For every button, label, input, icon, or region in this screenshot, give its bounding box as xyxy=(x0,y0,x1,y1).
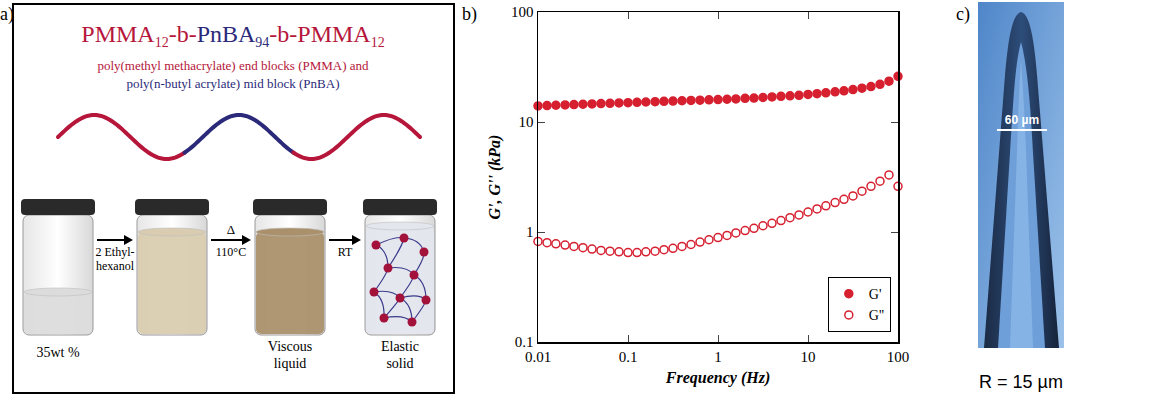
svg-text:100: 100 xyxy=(887,349,910,365)
svg-text:0.1: 0.1 xyxy=(619,349,638,365)
svg-text:35wt %: 35wt % xyxy=(36,345,80,360)
svg-text:G': G' xyxy=(869,287,882,302)
svg-text:RT: RT xyxy=(338,245,353,259)
svg-text:poly(n-butyl acrylate) mid blo: poly(n-butyl acrylate) mid block (PnBA) xyxy=(126,76,339,91)
svg-text:R = 15 µm: R = 15 µm xyxy=(979,372,1063,392)
svg-text:0.01: 0.01 xyxy=(525,349,551,365)
svg-text:Frequency (Hz): Frequency (Hz) xyxy=(665,369,770,387)
svg-text:solid: solid xyxy=(386,356,413,371)
svg-text:c): c) xyxy=(956,4,970,25)
svg-text:a): a) xyxy=(0,4,14,25)
svg-text:b): b) xyxy=(462,4,477,25)
svg-text:1: 1 xyxy=(714,349,722,365)
svg-text:110°C: 110°C xyxy=(216,245,246,259)
svg-text:1: 1 xyxy=(526,224,534,240)
svg-text:liquid: liquid xyxy=(274,356,307,371)
svg-text:Elastic: Elastic xyxy=(381,339,419,354)
svg-text:0.1: 0.1 xyxy=(515,334,534,350)
svg-text:G', G'' (kPa): G', G'' (kPa) xyxy=(486,135,504,220)
svg-text:hexanol: hexanol xyxy=(96,259,135,273)
svg-text:60 µm: 60 µm xyxy=(1005,113,1039,127)
svg-text:10: 10 xyxy=(519,114,534,130)
svg-text:Δ: Δ xyxy=(227,222,235,237)
svg-text:100: 100 xyxy=(511,4,534,20)
svg-text:2 Ethyl-: 2 Ethyl- xyxy=(96,245,135,259)
svg-text:Viscous: Viscous xyxy=(268,339,312,354)
svg-text:PMMA12​-b-PnBA94​-b-PMMA12​: PMMA12​-b-PnBA94​-b-PMMA12​ xyxy=(81,21,384,50)
svg-text:G'': G'' xyxy=(869,308,884,323)
svg-text:10: 10 xyxy=(801,349,816,365)
svg-text:poly(methyl methacrylate) end: poly(methyl methacrylate) end blocks (PM… xyxy=(97,58,369,73)
